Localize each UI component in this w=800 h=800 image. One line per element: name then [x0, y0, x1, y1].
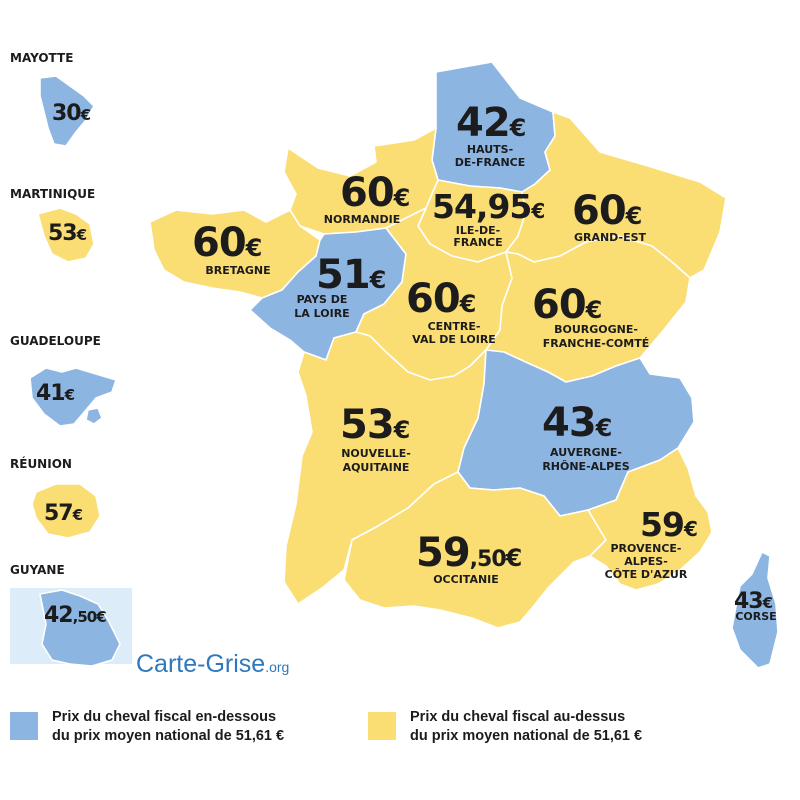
price-label-guadeloupe: 41€	[36, 381, 75, 406]
region-name-occitanie: OCCITANIE	[433, 573, 499, 586]
price-label-provence-alpes-cote-d-azur: 59€	[640, 505, 697, 544]
overseas-insets: MAYOTTE MARTINIQUE GUADELOUPE RÉUNION GU…	[10, 51, 132, 667]
region-name-nouvelle-aquitaine: NOUVELLE-AQUITAINE	[341, 447, 411, 474]
price-label-corse: 43€	[734, 589, 773, 614]
price-label-reunion: 57€	[44, 501, 83, 526]
legend: Prix du cheval fiscal en-dessous du prix …	[10, 709, 642, 744]
region-shape-reunion[interactable]	[31, 483, 101, 539]
price-label-ile-de-france: 54,95€	[432, 187, 544, 226]
price-label-nouvelle-aquitaine: 53€	[340, 402, 410, 448]
region-name-hauts-de-france: HAUTS-DE-FRANCE	[455, 143, 526, 169]
price-label-guyane: 42,50€	[44, 603, 106, 628]
region-shape-guadeloupe[interactable]	[29, 367, 117, 427]
inset-title-martinique: MARTINIQUE	[10, 187, 95, 201]
overseas-labels: 30€ 53€ 41€ 57€ 42,50€	[36, 101, 107, 628]
region-shape-corse[interactable]	[731, 551, 779, 669]
brand-logo: Carte-Grise.org	[136, 650, 289, 678]
region-shape-martinique[interactable]	[37, 207, 95, 263]
region-name-bretagne: BRETAGNE	[205, 264, 270, 277]
price-label-pays-de-la-loire: 51€	[316, 252, 386, 298]
metropolitan-labels: 42€ HAUTS-DE-FRANCE 60€ NORMANDIE 54,95€…	[192, 100, 777, 623]
price-label-auvergne-rhone-alpes: 43€	[542, 400, 612, 446]
legend-text-above: Prix du cheval fiscal au-dessus du prix m…	[410, 709, 642, 744]
price-label-mayotte: 30€	[52, 101, 91, 126]
legend-text-below: Prix du cheval fiscal en-dessous du prix …	[52, 709, 284, 744]
price-label-grand-est: 60€	[572, 188, 642, 234]
price-label-hauts-de-france: 42€	[456, 100, 526, 146]
region-name-corse: CORSE	[735, 610, 776, 623]
region-name-bourgogne-franche-comte: BOURGOGNE-FRANCHE-COMTÉ	[543, 323, 649, 350]
region-name-grand-est: GRAND-EST	[574, 231, 647, 244]
region-shape-occitanie[interactable]	[343, 471, 607, 629]
region-shape-mayotte[interactable]	[39, 75, 95, 147]
metropolitan-regions	[149, 61, 779, 669]
inset-title-guadeloupe: GUADELOUPE	[10, 334, 101, 348]
region-name-auvergne-rhone-alpes: AUVERGNE-RHÔNE-ALPES	[542, 446, 629, 473]
region-shape-guyane[interactable]	[39, 589, 121, 667]
region-name-provence-alpes-cote-d-azur: PROVENCE-ALPES-CÔTE D'AZUR	[605, 542, 688, 581]
region-name-centre-val-de-loire: CENTRE-VAL DE LOIRE	[412, 320, 496, 346]
region-shape-guadeloupe-islet	[85, 407, 103, 425]
inset-title-mayotte: MAYOTTE	[10, 51, 73, 65]
price-label-bourgogne-franche-comte: 60€	[532, 282, 602, 328]
region-shape-provence-alpes-cote-d-azur[interactable]	[587, 447, 713, 591]
legend-swatch-below	[10, 712, 38, 740]
legend-swatch-above	[368, 712, 396, 740]
region-name-normandie: NORMANDIE	[324, 213, 400, 226]
inset-title-guyane: GUYANE	[10, 563, 65, 577]
region-name-ile-de-france: ILE-DE-FRANCE	[453, 224, 502, 249]
price-label-bretagne: 60€	[192, 220, 262, 266]
price-label-martinique: 53€	[48, 221, 87, 246]
price-label-normandie: 60€	[340, 170, 410, 216]
price-label-occitanie: 59,50€	[416, 530, 522, 576]
region-name-pays-de-la-loire: PAYS DE LA LOIRE	[294, 293, 349, 320]
inset-title-reunion: RÉUNION	[10, 456, 72, 471]
price-label-centre-val-de-loire: 60€	[406, 276, 476, 322]
